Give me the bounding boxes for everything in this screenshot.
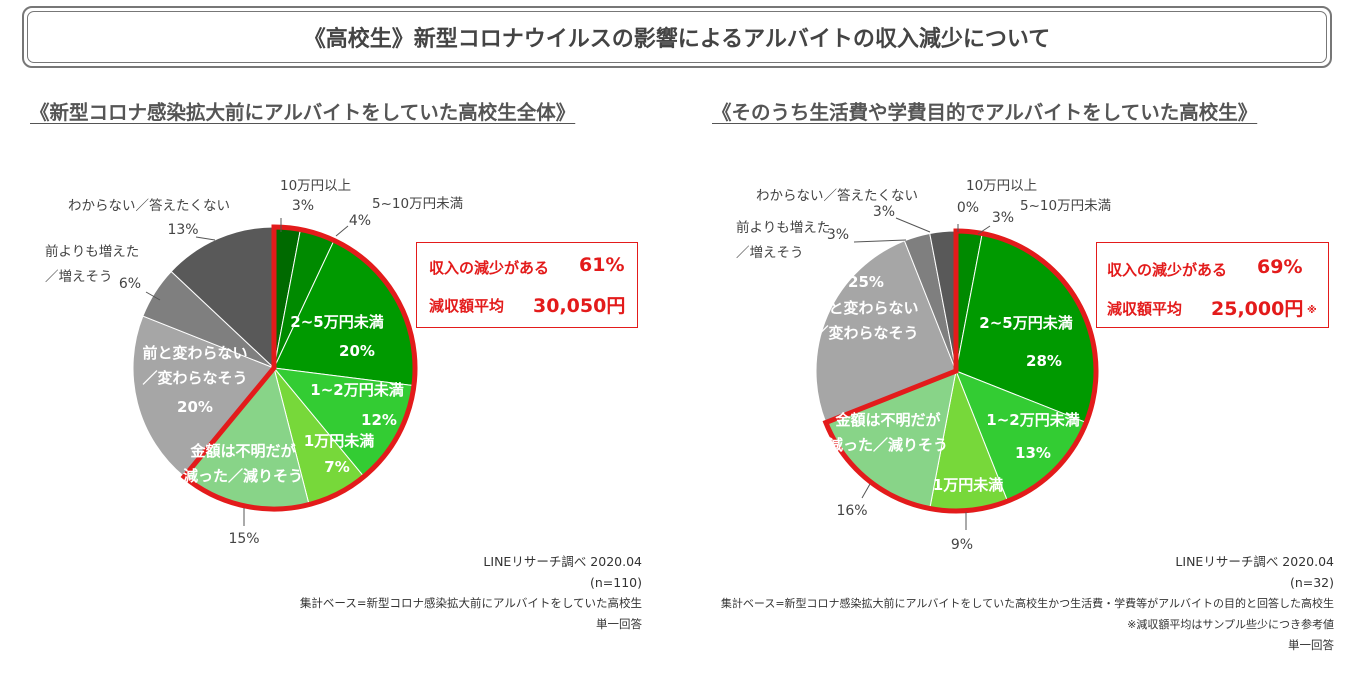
chart-right-title: 《そのうち生活費や学費目的でアルバイトをしていた高校生》 xyxy=(712,101,1258,124)
source-left-line4: 単一回答 xyxy=(596,617,642,631)
chart2-slice-3-labels: 2~5万円未満 28% xyxy=(979,314,1072,370)
chart1-slice-7-pct: 20% xyxy=(177,398,213,416)
source-right-line1: LINEリサーチ調べ 2020.04 xyxy=(1175,554,1334,569)
chart2-slice-1-name: 10万円以上 xyxy=(966,178,1037,194)
callout-left: 収入の減少がある 61% 減収額平均 30,050円 xyxy=(416,242,638,328)
chart2-slice-4-pct: 13% xyxy=(1015,444,1051,462)
chart1-decrease-highlight xyxy=(180,224,418,512)
source-left-line3: 集計ベース=新型コロナ感染拡大前にアルバイトをしていた高校生 xyxy=(299,596,642,610)
page-title: 《高校生》新型コロナウイルスの影響によるアルバイトの収入減少について xyxy=(27,11,1327,63)
chart1-slice-5-labels: 1万円未満 7% xyxy=(304,432,374,476)
source-left-line1: LINEリサーチ調べ 2020.04 xyxy=(483,554,642,569)
chart1-slice-6-labels: 金額は不明だが減った／減りそう 15% xyxy=(183,442,303,547)
chart1-slice-3-pct: 20% xyxy=(339,342,375,360)
chart1-slice-9-name: わからない／答えたくない xyxy=(68,197,230,214)
chart2-slice-6-labels: 金額は不明だが減った／減りそう 16% xyxy=(828,411,948,519)
callout-left-decrease-value: 61% xyxy=(579,254,625,276)
chart1-slice-6-pct: 15% xyxy=(228,531,259,547)
chart1-slice-1-name: 10万円以上 xyxy=(280,178,351,194)
source-left: LINEリサーチ調べ 2020.04 (n=110) 集計ベース=新型コロナ感染… xyxy=(300,551,642,635)
callout-left-avg-value: 30,050円 xyxy=(533,295,626,317)
chart1-slice-8-leader xyxy=(145,291,161,301)
chart1-slice-4-labels: 1~2万円未満 12% xyxy=(310,381,403,429)
chart1-slice-8-name: 前よりも増えた／増えそう xyxy=(45,243,139,285)
chart2-slice-8-name: 前よりも増えた／増えそう xyxy=(736,219,830,261)
chart2-slice-4-labels: 1~2万円未満 13% xyxy=(986,411,1079,462)
chart2-slice-6-name: 金額は不明だが減った／減りそう xyxy=(828,411,948,454)
chart1-slice-9-labels: わからない／答えたくない 13% xyxy=(68,197,230,241)
source-right: LINEリサーチ調べ 2020.04 (n=32) 集計ベース=新型コロナ感染拡… xyxy=(721,551,1334,656)
chart1-slice-7-name: 前と変わらない／変わらなそう xyxy=(142,344,247,387)
chart2-slice-3-name: 2~5万円未満 xyxy=(979,314,1072,332)
callout-left-decrease-label: 収入の減少がある xyxy=(429,259,550,277)
source-left-line2: (n=110) xyxy=(589,575,642,590)
chart2-slice-8-leader xyxy=(853,239,907,243)
chart1-slice-9 xyxy=(170,226,275,370)
chart2-slice-3-pct: 28% xyxy=(1026,352,1062,370)
chart1-slice-7 xyxy=(132,315,275,478)
chart1-slice-4-name: 1~2万円未満 xyxy=(310,381,403,399)
title-box: 《高校生》新型コロナウイルスの影響によるアルバイトの収入減少について xyxy=(22,6,1332,68)
chart2-slice-9-leader xyxy=(895,217,931,233)
callout-right-avg-note: ※ xyxy=(1307,305,1317,316)
chart2-slice-9-pct: 3% xyxy=(873,204,895,220)
chart1-slice-3-name: 2~5万円未満 xyxy=(290,313,383,331)
callout-right-decrease-value: 69% xyxy=(1257,256,1303,278)
chart2-slice-6-pct: 16% xyxy=(836,503,867,519)
chart1-slice-2-name: 5~10万円未満 xyxy=(372,196,463,212)
chart1-slice-2-leader xyxy=(335,225,349,237)
chart2-slice-2-leader xyxy=(977,225,991,235)
callout-right-decrease-label: 収入の減少がある xyxy=(1107,261,1228,279)
chart2-slice-5-pct: 9% xyxy=(951,537,973,553)
chart1-slice-4-pct: 12% xyxy=(361,411,397,429)
callout-right-avg-label: 減収額平均 xyxy=(1107,300,1183,318)
source-right-line5: 単一回答 xyxy=(1288,638,1334,652)
chart2-slice-1-pct: 0% xyxy=(957,200,979,216)
chart1-slice-9-pct: 13% xyxy=(167,222,198,238)
chart2-bottom-leader-2 xyxy=(861,483,871,499)
chart1-slice-2-pct: 4% xyxy=(349,213,371,229)
chart1-slice-1-labels: 10万円以上 3% xyxy=(280,178,351,232)
source-right-line3: 集計ベース=新型コロナ感染拡大前にアルバイトをしていた高校生かつ生活費・学費等が… xyxy=(720,597,1334,610)
chart1-slice-5-name: 1万円未満 xyxy=(304,432,374,450)
chart1-slice-1-pct: 3% xyxy=(292,198,314,214)
chart1-slice-6-name: 金額は不明だが減った／減りそう xyxy=(183,442,303,485)
chart2-slice-4-name: 1~2万円未満 xyxy=(986,411,1079,429)
chart2-slice-2-name: 5~10万円未満 xyxy=(1020,198,1111,214)
source-right-line2: (n=32) xyxy=(1289,575,1334,590)
callout-right-avg-value: 25,000円 xyxy=(1211,298,1304,320)
chart-left-title: 《新型コロナ感染拡大前にアルバイトをしていた高校生全体》 xyxy=(30,101,576,124)
chart1-slice-3-labels: 2~5万円未満 20% xyxy=(290,313,383,360)
chart1-slice-7-labels: 前と変わらない／変わらなそう 20% xyxy=(142,344,247,416)
chart1-slice-9-leader xyxy=(195,236,216,241)
chart1-slice-8-pct: 6% xyxy=(119,276,141,292)
callout-right: 収入の減少がある 69% 減収額平均 25,000円 ※ xyxy=(1096,242,1329,328)
chart2-slice-5-labels: 1万円未満 9% xyxy=(933,476,1003,553)
chart2-slice-7-name: 前と変わらない／変わらなそう xyxy=(813,299,918,342)
chart2-slice-7 xyxy=(815,240,957,424)
chart2-decrease-highlight xyxy=(822,228,1099,514)
chart2-slice-2-pct: 3% xyxy=(992,210,1014,226)
chart2-slice-5-name: 1万円未満 xyxy=(933,476,1003,494)
chart2-slice-8-pct: 3% xyxy=(827,227,849,243)
callout-left-avg-label: 減収額平均 xyxy=(429,297,505,315)
source-right-line4: ※減収額平均はサンプル些少につき参考値 xyxy=(1127,618,1334,631)
chart2-slice-7-labels: 前と変わらない／変わらなそう 25% xyxy=(813,273,918,342)
chart2-slice-1-labels: 10万円以上 0% xyxy=(957,178,1037,232)
chart2-slice-7-pct: 25% xyxy=(848,273,884,291)
chart2-slice-9-name: わからない／答えたくない xyxy=(756,187,918,204)
chart2-slice-2-labels: 5~10万円未満 3% xyxy=(977,198,1111,235)
chart1-slice-8-labels: 前よりも増えた／増えそう 6% xyxy=(45,243,161,301)
chart1-slice-5-pct: 7% xyxy=(324,458,349,476)
